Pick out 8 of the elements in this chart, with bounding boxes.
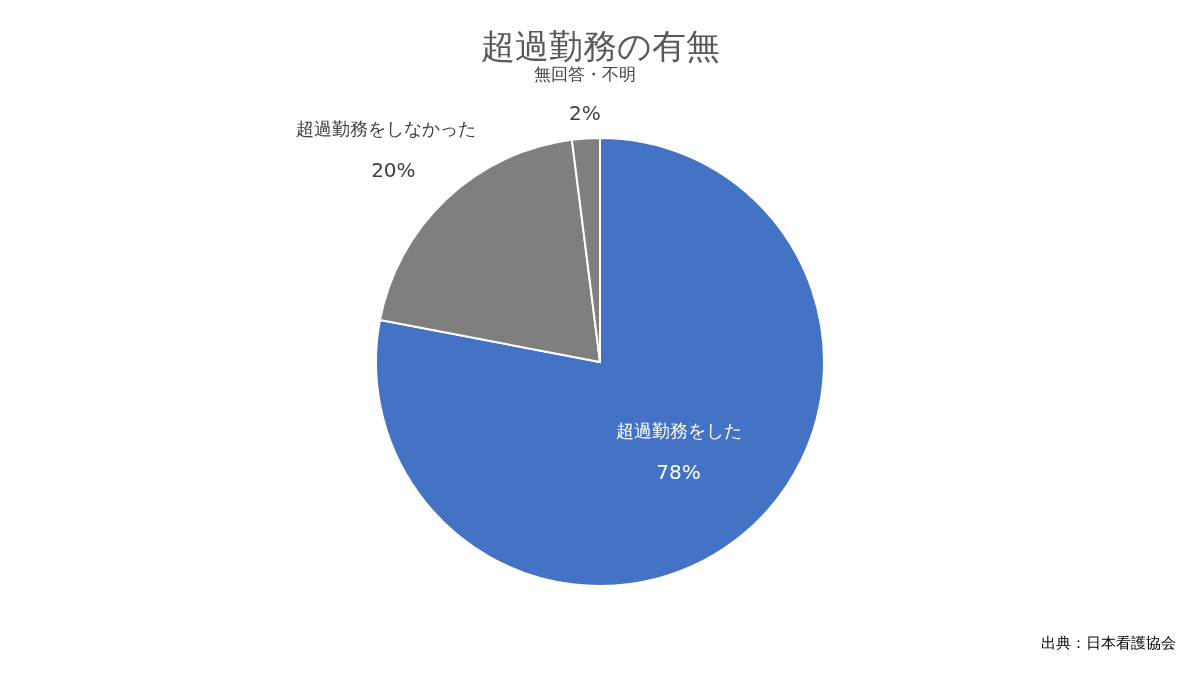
source-note: 出典：日本看護協会 (1041, 634, 1176, 652)
chart-title: 超過勤務の有無 (480, 26, 720, 66)
data-label: 2% (568, 101, 601, 126)
slice-label: 超過勤務をした (615, 419, 742, 441)
data-label: 20% (371, 157, 416, 182)
slice-label: 無回答・不明 (533, 64, 636, 85)
slice-label: 超過勤務をしなかった (295, 117, 476, 139)
data-label: 78% (656, 459, 701, 484)
